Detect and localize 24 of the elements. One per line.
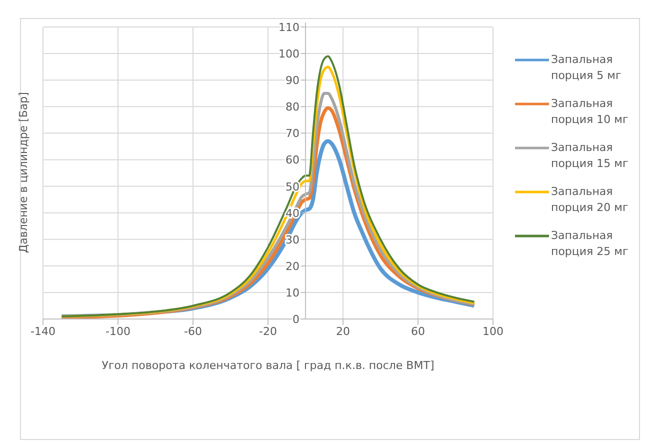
legend-label: Запальная порция 25 мг xyxy=(551,228,630,260)
x-tick-label: -100 xyxy=(106,324,130,338)
legend-label: Запальная порция 5 мг xyxy=(551,52,622,84)
y-tick-label: 110 xyxy=(278,21,300,34)
x-tick-label: -60 xyxy=(184,324,202,338)
y-tick-label: 0 xyxy=(292,313,300,326)
x-tick-label: -140 xyxy=(30,324,56,338)
y-tick-label: 10 xyxy=(286,286,300,300)
legend-label: Запальная порция 15 мг xyxy=(551,140,630,172)
x-tick-label: 60 xyxy=(411,324,425,338)
x-tick-label: 20 xyxy=(336,324,350,338)
x-tick-label: 100 xyxy=(482,324,504,338)
y-tick-label: 80 xyxy=(286,100,300,114)
x-axis-title: Угол поворота коленчатого вала [ град п.к.в. после ВМТ] xyxy=(102,359,434,372)
y-tick-label: 20 xyxy=(286,260,300,273)
y-tick-label: 40 xyxy=(286,206,300,220)
legend-label: Запальная порция 10 мг xyxy=(551,96,630,128)
y-axis-title: Давление в цилиндре [Бар] xyxy=(16,92,30,253)
y-tick-label: 90 xyxy=(286,74,300,88)
y-tick-label: 60 xyxy=(286,154,300,167)
y-tick-label: 100 xyxy=(278,48,300,61)
y-tick-label: 70 xyxy=(286,127,300,140)
legend-label: Запальная порция 20 мг xyxy=(551,184,630,216)
x-tick-label: -20 xyxy=(259,324,277,338)
